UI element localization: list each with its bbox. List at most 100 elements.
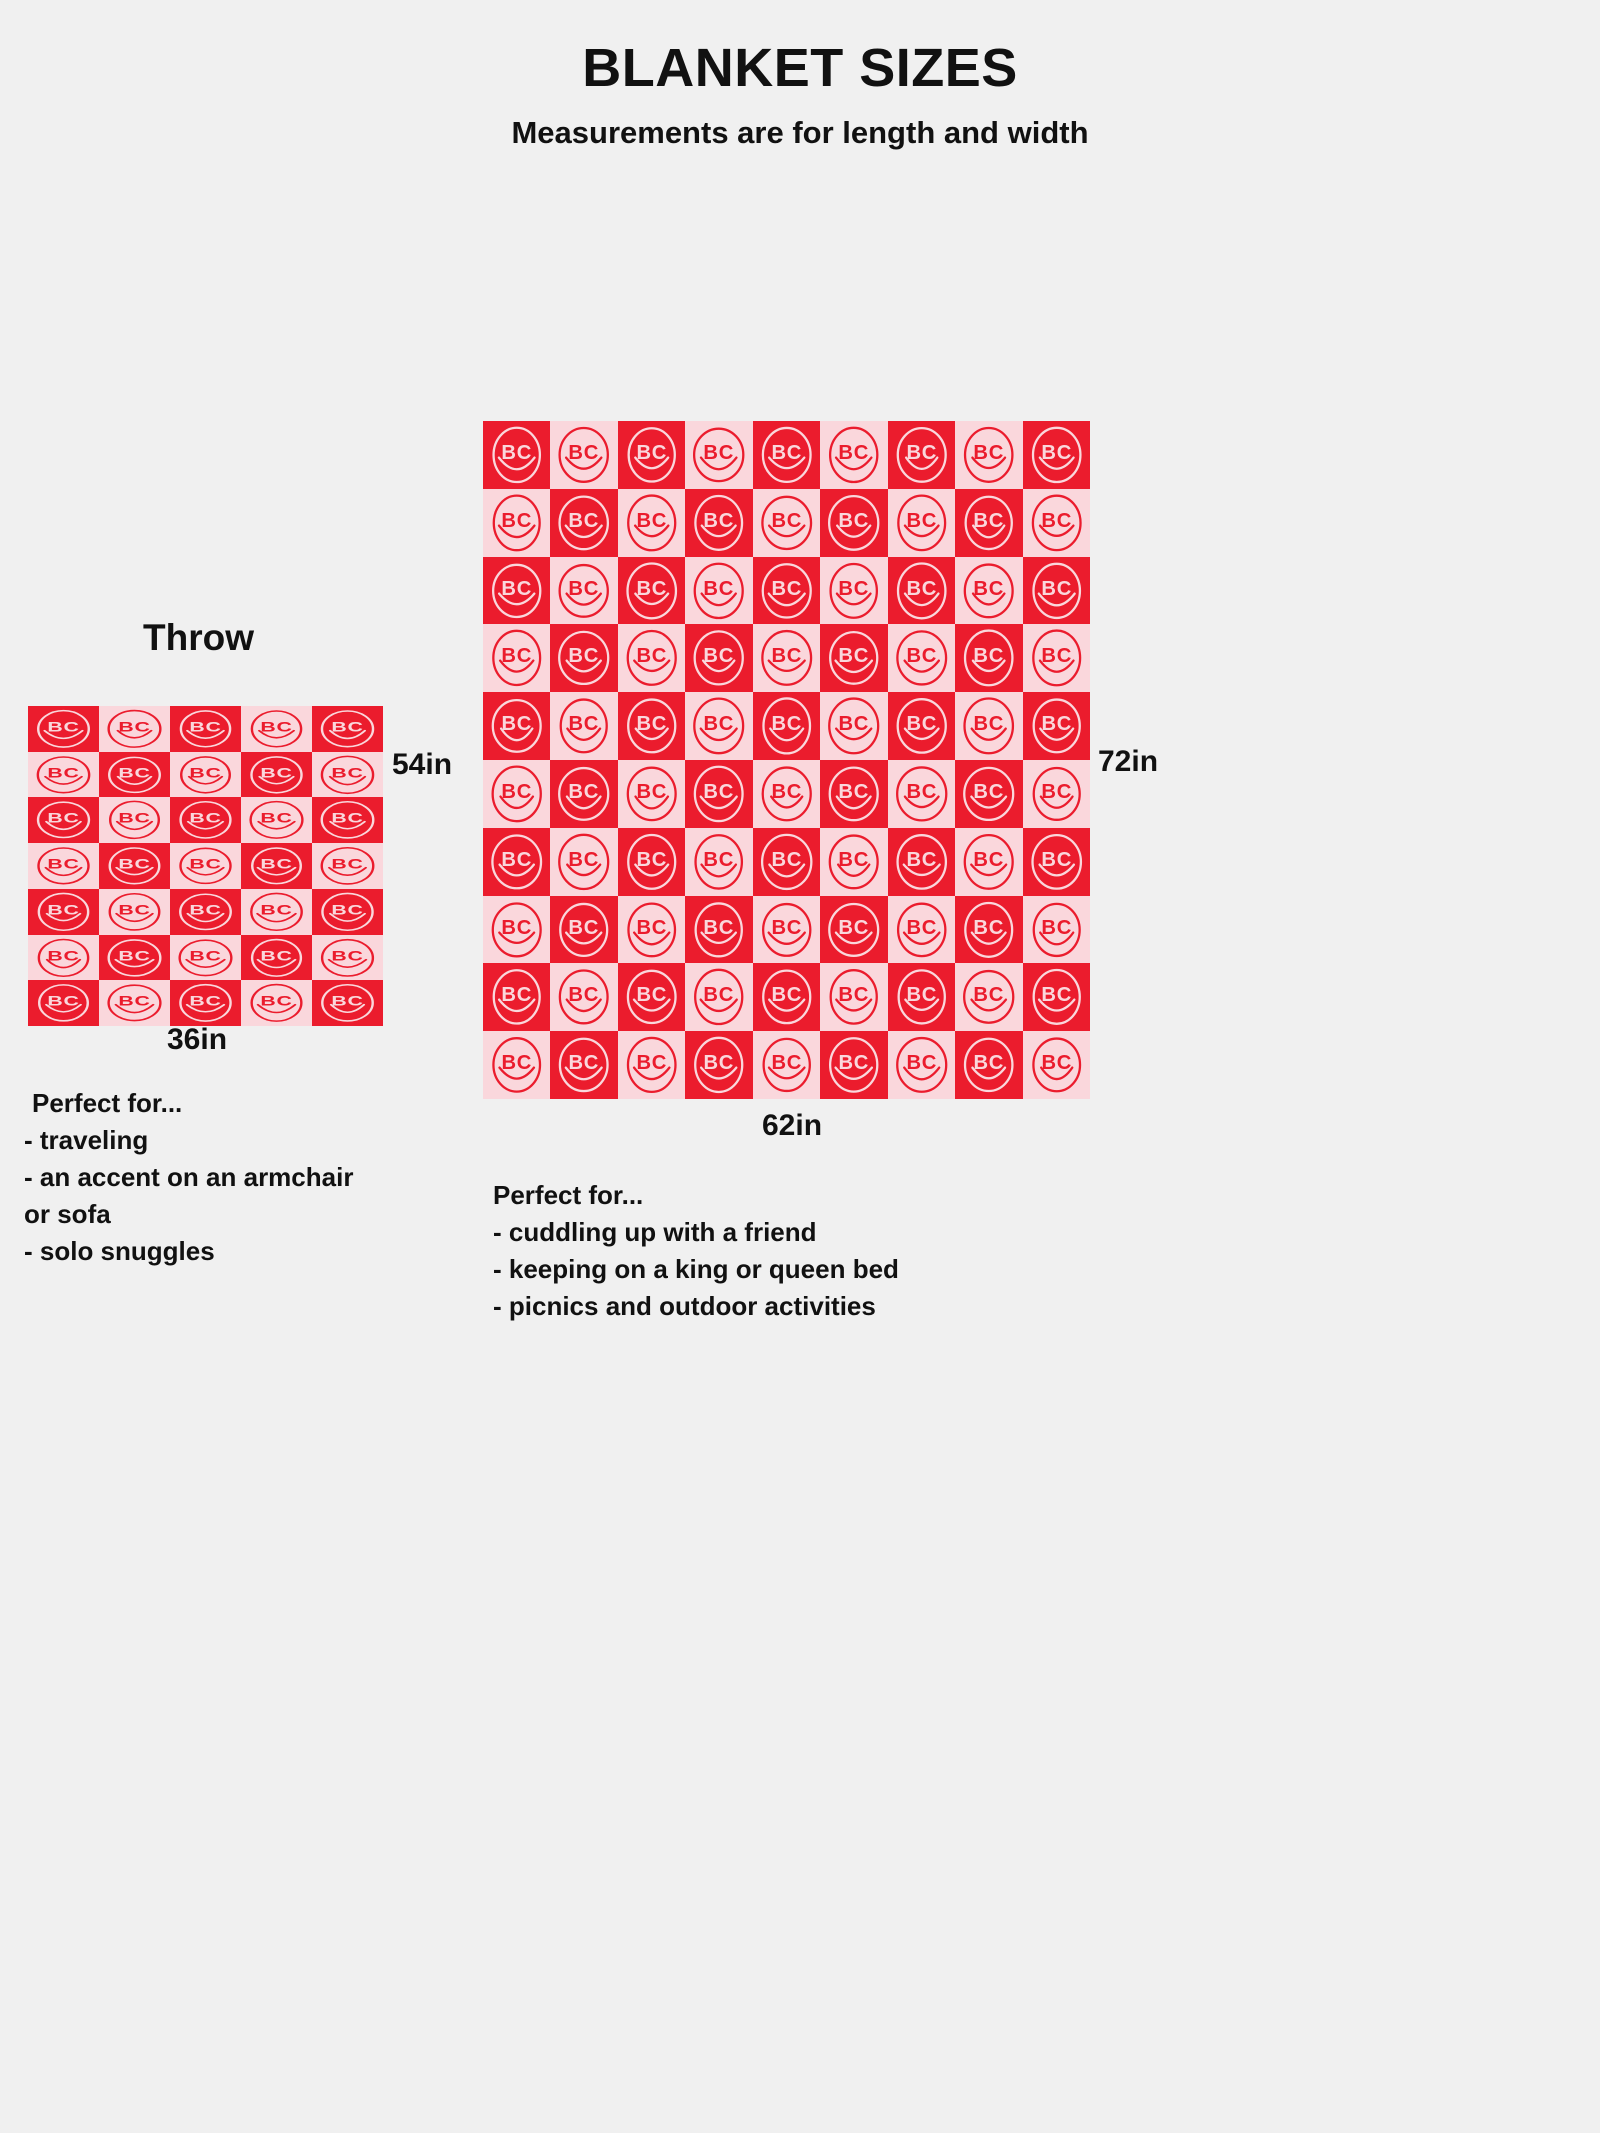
svg-text:BC: BC [906,1052,937,1074]
blanket-tile: BC [752,556,821,625]
blanket-tile: BC [752,760,821,828]
svg-text:BC: BC [47,948,79,963]
blanket-tile: BC [483,827,551,896]
blanket-tile: BC [483,1031,551,1099]
svg-text:BC: BC [839,577,870,599]
smiley-bc-icon: BC [753,760,820,828]
smiley-bc-icon: BC [955,760,1022,828]
svg-text:BC: BC [47,719,79,734]
smiley-bc-icon: BC [241,980,312,1026]
smiley-bc-icon: BC [618,557,685,625]
svg-text:BC: BC [189,994,221,1009]
smiley-bc-icon: BC [550,760,617,828]
svg-text:BC: BC [260,902,292,917]
smiley-bc-icon: BC [1023,896,1090,964]
svg-text:BC: BC [771,510,802,532]
smiley-bc-icon: BC [99,889,170,935]
blanket-tile: BC [752,488,821,557]
blanket-tile: BC [483,624,551,693]
smiley-bc-icon: BC [550,896,617,964]
smiley-bc-icon: BC [312,980,383,1026]
smiley-bc-icon: BC [753,421,820,489]
svg-text:BC: BC [331,994,363,1009]
svg-text:BC: BC [501,510,532,532]
blanket-tile: BC [550,1031,618,1099]
svg-text:BC: BC [501,1052,532,1074]
smiley-bc-icon: BC [820,828,887,896]
smiley-bc-icon: BC [241,752,312,798]
blanket-tile: BC [550,827,618,896]
blanket-tile: BC [820,963,888,1032]
svg-text:BC: BC [118,948,150,963]
svg-text:BC: BC [331,856,363,871]
svg-text:BC: BC [704,849,735,871]
blanket-tile: BC [170,934,241,981]
blanket-tile: BC [887,421,956,489]
svg-text:BC: BC [636,984,667,1006]
smiley-bc-icon: BC [28,752,99,798]
svg-text:BC: BC [839,781,870,803]
blanket-tile: BC [483,963,551,1032]
blanket-tile: BC [820,1031,888,1099]
blanket-tile: BC [1022,895,1090,964]
svg-text:BC: BC [118,719,150,734]
smiley-bc-icon: BC [483,896,550,964]
blanket-tile: BC [820,895,888,964]
blanket-tile: BC [617,963,686,1032]
smiley-bc-icon: BC [1023,828,1090,896]
throw-perfect-for-list: Perfect for... - traveling - an accent o… [24,1085,354,1270]
svg-text:BC: BC [1041,916,1072,938]
smiley-bc-icon: BC [618,692,685,760]
blanket-tile: BC [99,706,170,752]
blanket-tile: BC [685,421,753,489]
svg-text:BC: BC [974,849,1005,871]
svg-text:BC: BC [189,811,221,826]
smiley-bc-icon: BC [685,1031,752,1099]
smiley-bc-icon: BC [170,797,241,843]
blanket-tile: BC [685,1031,753,1099]
smiley-bc-icon: BC [1023,692,1090,760]
blanket-perfect-for-item-1: - cuddling up with a friend [493,1216,817,1247]
blanket-tile: BC [483,692,551,760]
page-header: BLANKET SIZES Measurements are for lengt… [0,40,1600,151]
smiley-bc-icon: BC [550,1031,617,1099]
blanket-tile: BC [752,963,821,1032]
svg-text:BC: BC [47,994,79,1009]
svg-text:BC: BC [260,765,292,780]
blanket-tile: BC [617,827,686,896]
svg-text:BC: BC [906,984,937,1006]
smiley-bc-icon: BC [888,421,955,489]
smiley-bc-icon: BC [241,797,312,843]
blanket-tile: BC [170,980,241,1026]
svg-text:BC: BC [636,781,667,803]
blanket-tile: BC [685,624,753,693]
svg-text:BC: BC [501,849,532,871]
blanket-tile: BC [170,706,241,752]
smiley-bc-icon: BC [483,828,550,896]
svg-text:BC: BC [636,849,667,871]
smiley-bc-icon: BC [685,421,752,489]
blanket-tile: BC [99,934,170,981]
blanket-tile: BC [1022,963,1090,1032]
svg-text:BC: BC [906,645,937,667]
smiley-bc-icon: BC [820,1031,887,1099]
svg-text:BC: BC [569,442,600,464]
smiley-bc-icon: BC [241,935,312,981]
blanket-tile: BC [617,488,686,557]
smiley-bc-icon: BC [888,489,955,557]
blanket-tile: BC [1022,624,1090,693]
smiley-bc-icon: BC [550,963,617,1031]
smiley-bc-icon: BC [241,843,312,889]
smiley-bc-icon: BC [550,692,617,760]
svg-text:BC: BC [704,1052,735,1074]
blanket-tile: BC [28,934,99,981]
smiley-bc-icon: BC [550,624,617,692]
svg-text:BC: BC [1041,781,1072,803]
svg-text:BC: BC [501,713,532,735]
blanket-tile: BC [99,797,170,844]
blanket-tile: BC [685,895,753,964]
svg-text:BC: BC [906,713,937,735]
svg-text:BC: BC [636,645,667,667]
svg-text:BC: BC [501,577,532,599]
svg-text:BC: BC [906,781,937,803]
